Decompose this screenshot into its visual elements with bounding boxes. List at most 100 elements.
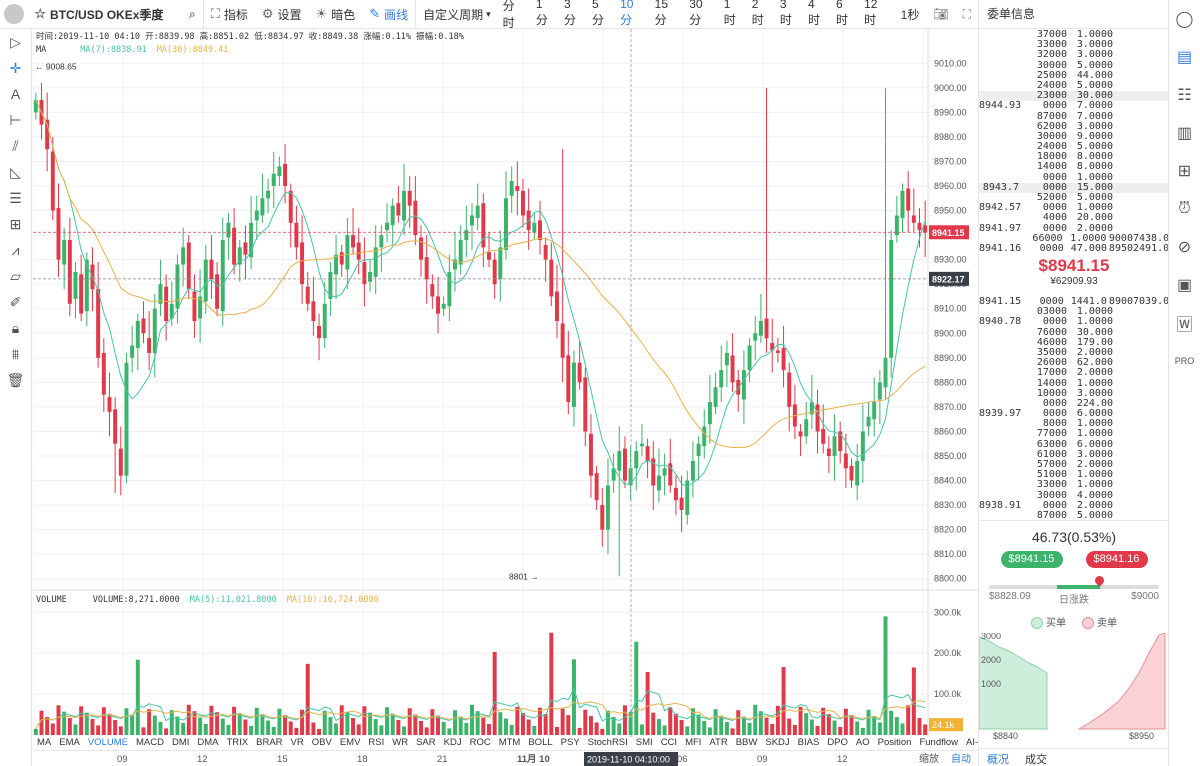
indicator-25[interactable]: SKDJ: [765, 737, 790, 748]
pro-icon[interactable]: PRO: [1174, 356, 1195, 366]
zoom-toggle[interactable]: 缩放: [919, 752, 939, 765]
indicator-26[interactable]: BIAS: [797, 737, 820, 748]
globe-icon[interactable]: ⊘: [1177, 239, 1192, 256]
indicator-14[interactable]: KDJ: [443, 737, 462, 748]
period-11[interactable]: 6时: [836, 0, 849, 27]
cursor-price-tag-bg: [929, 271, 969, 286]
word-icon[interactable]: 🅆︎: [1176, 317, 1193, 334]
period-10[interactable]: 4时: [807, 0, 820, 27]
parallel-channel-icon[interactable]: ⫽: [12, 137, 19, 154]
user-icon[interactable]: ◯: [1175, 11, 1194, 28]
indicator-6[interactable]: TRIX: [226, 737, 249, 748]
indicator-button[interactable]: ⛶ 指标: [210, 6, 248, 22]
document-icon[interactable]: ▣: [1176, 277, 1193, 294]
indicator-23[interactable]: ATR: [709, 737, 728, 748]
period-7[interactable]: 1时: [723, 0, 736, 27]
volume-ma10-line: [35, 700, 926, 730]
bar-chart-icon[interactable]: ▥: [1176, 125, 1193, 142]
order-book-title: 委单信息: [979, 0, 1168, 29]
theme-button[interactable]: ☀ 暗色: [315, 6, 356, 22]
chart-icon[interactable]: ▤: [1176, 49, 1193, 66]
lock-icon[interactable]: 🔒︎: [11, 319, 20, 336]
cursor-arrow-icon[interactable]: ▷: [10, 33, 21, 50]
period-1[interactable]: 1分: [535, 0, 548, 27]
period-0[interactable]: 分时: [502, 0, 515, 30]
indicator-21[interactable]: CCI: [660, 737, 678, 748]
horizontal-line-icon[interactable]: ⊢: [9, 111, 22, 128]
panel-tab-0[interactable]: 概况: [987, 754, 1009, 766]
indicator-27[interactable]: DPO: [827, 737, 848, 748]
indicator-3[interactable]: MACD: [135, 737, 164, 748]
auto-toggle[interactable]: 自动: [951, 752, 971, 765]
chevron-down-icon: ▾: [486, 8, 491, 19]
indicator-18[interactable]: PSY: [560, 737, 580, 748]
indicator-19[interactable]: StochRSI: [587, 737, 628, 748]
indicator-5[interactable]: DMA: [197, 737, 219, 748]
settings-button[interactable]: ⚙ 设置: [261, 6, 302, 22]
volume-bar: [345, 711, 350, 735]
volume-bar: [169, 710, 174, 735]
brush-icon[interactable]: ✐: [9, 293, 22, 310]
indicator-11[interactable]: RSI: [368, 737, 385, 748]
period-8[interactable]: 2时: [751, 0, 764, 27]
magnet-icon[interactable]: ⩩: [11, 345, 20, 362]
indicator-0[interactable]: MA: [37, 737, 52, 748]
indicator-28[interactable]: AO: [855, 737, 870, 748]
indicator-12[interactable]: WR: [392, 737, 409, 748]
period-12[interactable]: 12时: [864, 0, 878, 27]
ruler-icon[interactable]: ▱: [10, 267, 21, 284]
pattern-tool-icon[interactable]: ⩘: [11, 241, 20, 258]
period-2[interactable]: 3分: [563, 0, 576, 27]
seconds-button[interactable]: 1秒: [900, 7, 920, 22]
indicator-9[interactable]: OBV: [311, 737, 332, 748]
triangle-tool-icon[interactable]: ◺: [10, 163, 21, 180]
text-tool-icon[interactable]: A: [10, 86, 21, 102]
period-9[interactable]: 3时: [779, 0, 792, 27]
indicator-24[interactable]: BBW: [735, 737, 758, 748]
indicator-29[interactable]: Position: [877, 737, 912, 748]
indicator-4[interactable]: DMI: [171, 737, 190, 748]
order-row: 33000 3.0000: [1036, 40, 1113, 51]
period-6[interactable]: 30分: [689, 0, 703, 27]
alarm-clock-icon[interactable]: ⏰︎: [1178, 200, 1191, 217]
indicator-1[interactable]: EMA: [59, 737, 80, 748]
period-5[interactable]: 15分: [654, 0, 669, 27]
sell-price-button[interactable]: $8941.16: [1085, 551, 1148, 568]
volume-bar: [328, 717, 333, 735]
buy-price-button[interactable]: $8941.15: [1000, 551, 1063, 568]
custom-period-dropdown[interactable]: 自定义周期 ▾: [423, 7, 491, 22]
news-icon[interactable]: ☷: [1177, 87, 1192, 104]
draw-button[interactable]: ✎ 画线: [369, 6, 409, 22]
indicator-8[interactable]: VR: [290, 737, 304, 748]
trash-icon[interactable]: 🗑︎: [6, 371, 25, 388]
indicator-7[interactable]: BRAR: [256, 737, 283, 748]
indicator-22[interactable]: MFI: [685, 737, 702, 748]
order-row: 32000 3.0000: [1036, 50, 1113, 61]
panel-tab-1[interactable]: 成交: [1025, 754, 1047, 766]
indicator-20[interactable]: SMI: [635, 737, 653, 748]
indicator-30[interactable]: Fundflow: [919, 737, 959, 748]
add-window-icon[interactable]: ⊞: [1177, 163, 1192, 180]
grid-tool-icon[interactable]: ⊞: [9, 215, 22, 232]
fibonacci-icon[interactable]: ☰: [9, 189, 22, 206]
indicator-17[interactable]: BOLL: [528, 737, 553, 748]
star-icon[interactable]: ☆: [34, 6, 47, 21]
period-4[interactable]: 10分: [620, 0, 634, 27]
chart-area[interactable]: 9010.00 9000.00 8990.00 8980.00 8970.00 8960.…: [32, 29, 978, 749]
candle-body: [656, 475, 661, 491]
fullscreen-icon[interactable]: ⛶: [962, 6, 971, 21]
indicator-13[interactable]: SAR: [416, 737, 436, 748]
indicator-10[interactable]: EMV: [339, 737, 361, 748]
indicator-16[interactable]: MTM: [498, 737, 521, 748]
volume-bar: [838, 726, 843, 735]
indicator-15[interactable]: ROC: [469, 737, 491, 748]
volume-ma5-line: [35, 687, 926, 730]
order-row: 14000 1.0000: [1036, 378, 1113, 389]
indicator-2[interactable]: VOLUME: [87, 737, 128, 748]
crosshair-icon[interactable]: ✛: [9, 59, 22, 76]
period-3[interactable]: 5分: [592, 0, 605, 27]
symbol-selector[interactable]: ☆ BTC/USD OKEx季度 ⌕: [27, 0, 204, 29]
search-icon[interactable]: ⌕: [189, 6, 196, 21]
camera-icon[interactable]: 📷︎: [933, 7, 949, 21]
candlestick-chart[interactable]: 9010.00 9000.00 8990.00 8980.00 8970.00 8960.…: [32, 29, 978, 737]
